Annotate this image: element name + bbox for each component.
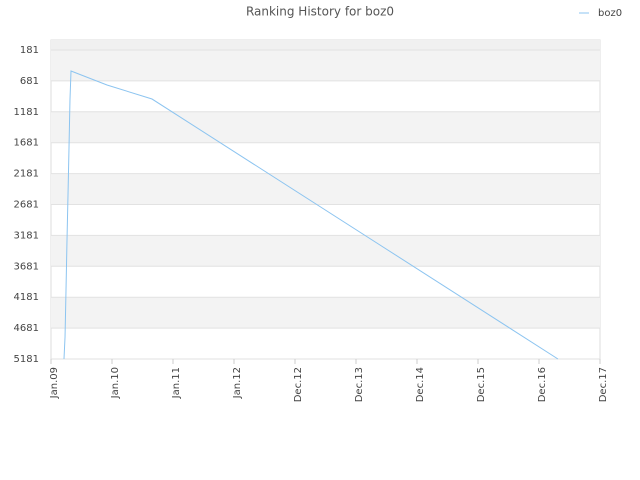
band bbox=[51, 40, 600, 51]
y-tick-label: 4681 bbox=[14, 323, 39, 334]
x-tick-label: Dec.17 bbox=[598, 367, 609, 402]
band bbox=[51, 173, 600, 205]
band bbox=[51, 111, 600, 143]
y-tick-label: 681 bbox=[20, 76, 39, 87]
band bbox=[51, 235, 600, 267]
y-tick-label: 1181 bbox=[14, 107, 39, 118]
x-tick-label: Dec.12 bbox=[293, 367, 304, 402]
x-tick-label: Jan.10 bbox=[110, 367, 121, 399]
band bbox=[51, 297, 600, 329]
y-tick-label: 2181 bbox=[14, 169, 39, 180]
y-tick-label: 181 bbox=[20, 45, 39, 56]
x-tick-label: Dec.15 bbox=[476, 367, 487, 402]
band bbox=[51, 50, 600, 81]
chart-title: Ranking History for boz0 bbox=[246, 5, 394, 19]
y-tick-label: 5181 bbox=[14, 354, 39, 365]
y-tick-label: 3681 bbox=[14, 261, 39, 272]
y-tick-label: 4181 bbox=[14, 292, 39, 303]
y-tick-label: 1681 bbox=[14, 138, 39, 149]
x-tick-label: Jan.12 bbox=[232, 367, 243, 399]
x-tick-label: Dec.14 bbox=[415, 367, 426, 402]
x-tick-label: Jan.09 bbox=[49, 367, 60, 399]
legend-label: boz0 bbox=[598, 8, 622, 19]
y-tick-label: 3181 bbox=[14, 230, 39, 241]
x-tick-label: Jan.11 bbox=[171, 367, 182, 399]
line bbox=[63, 70, 559, 360]
y-tick-label: 2681 bbox=[14, 200, 39, 211]
x-tick-label: Dec.13 bbox=[354, 367, 365, 402]
x-tick-label: Dec.16 bbox=[537, 367, 548, 402]
